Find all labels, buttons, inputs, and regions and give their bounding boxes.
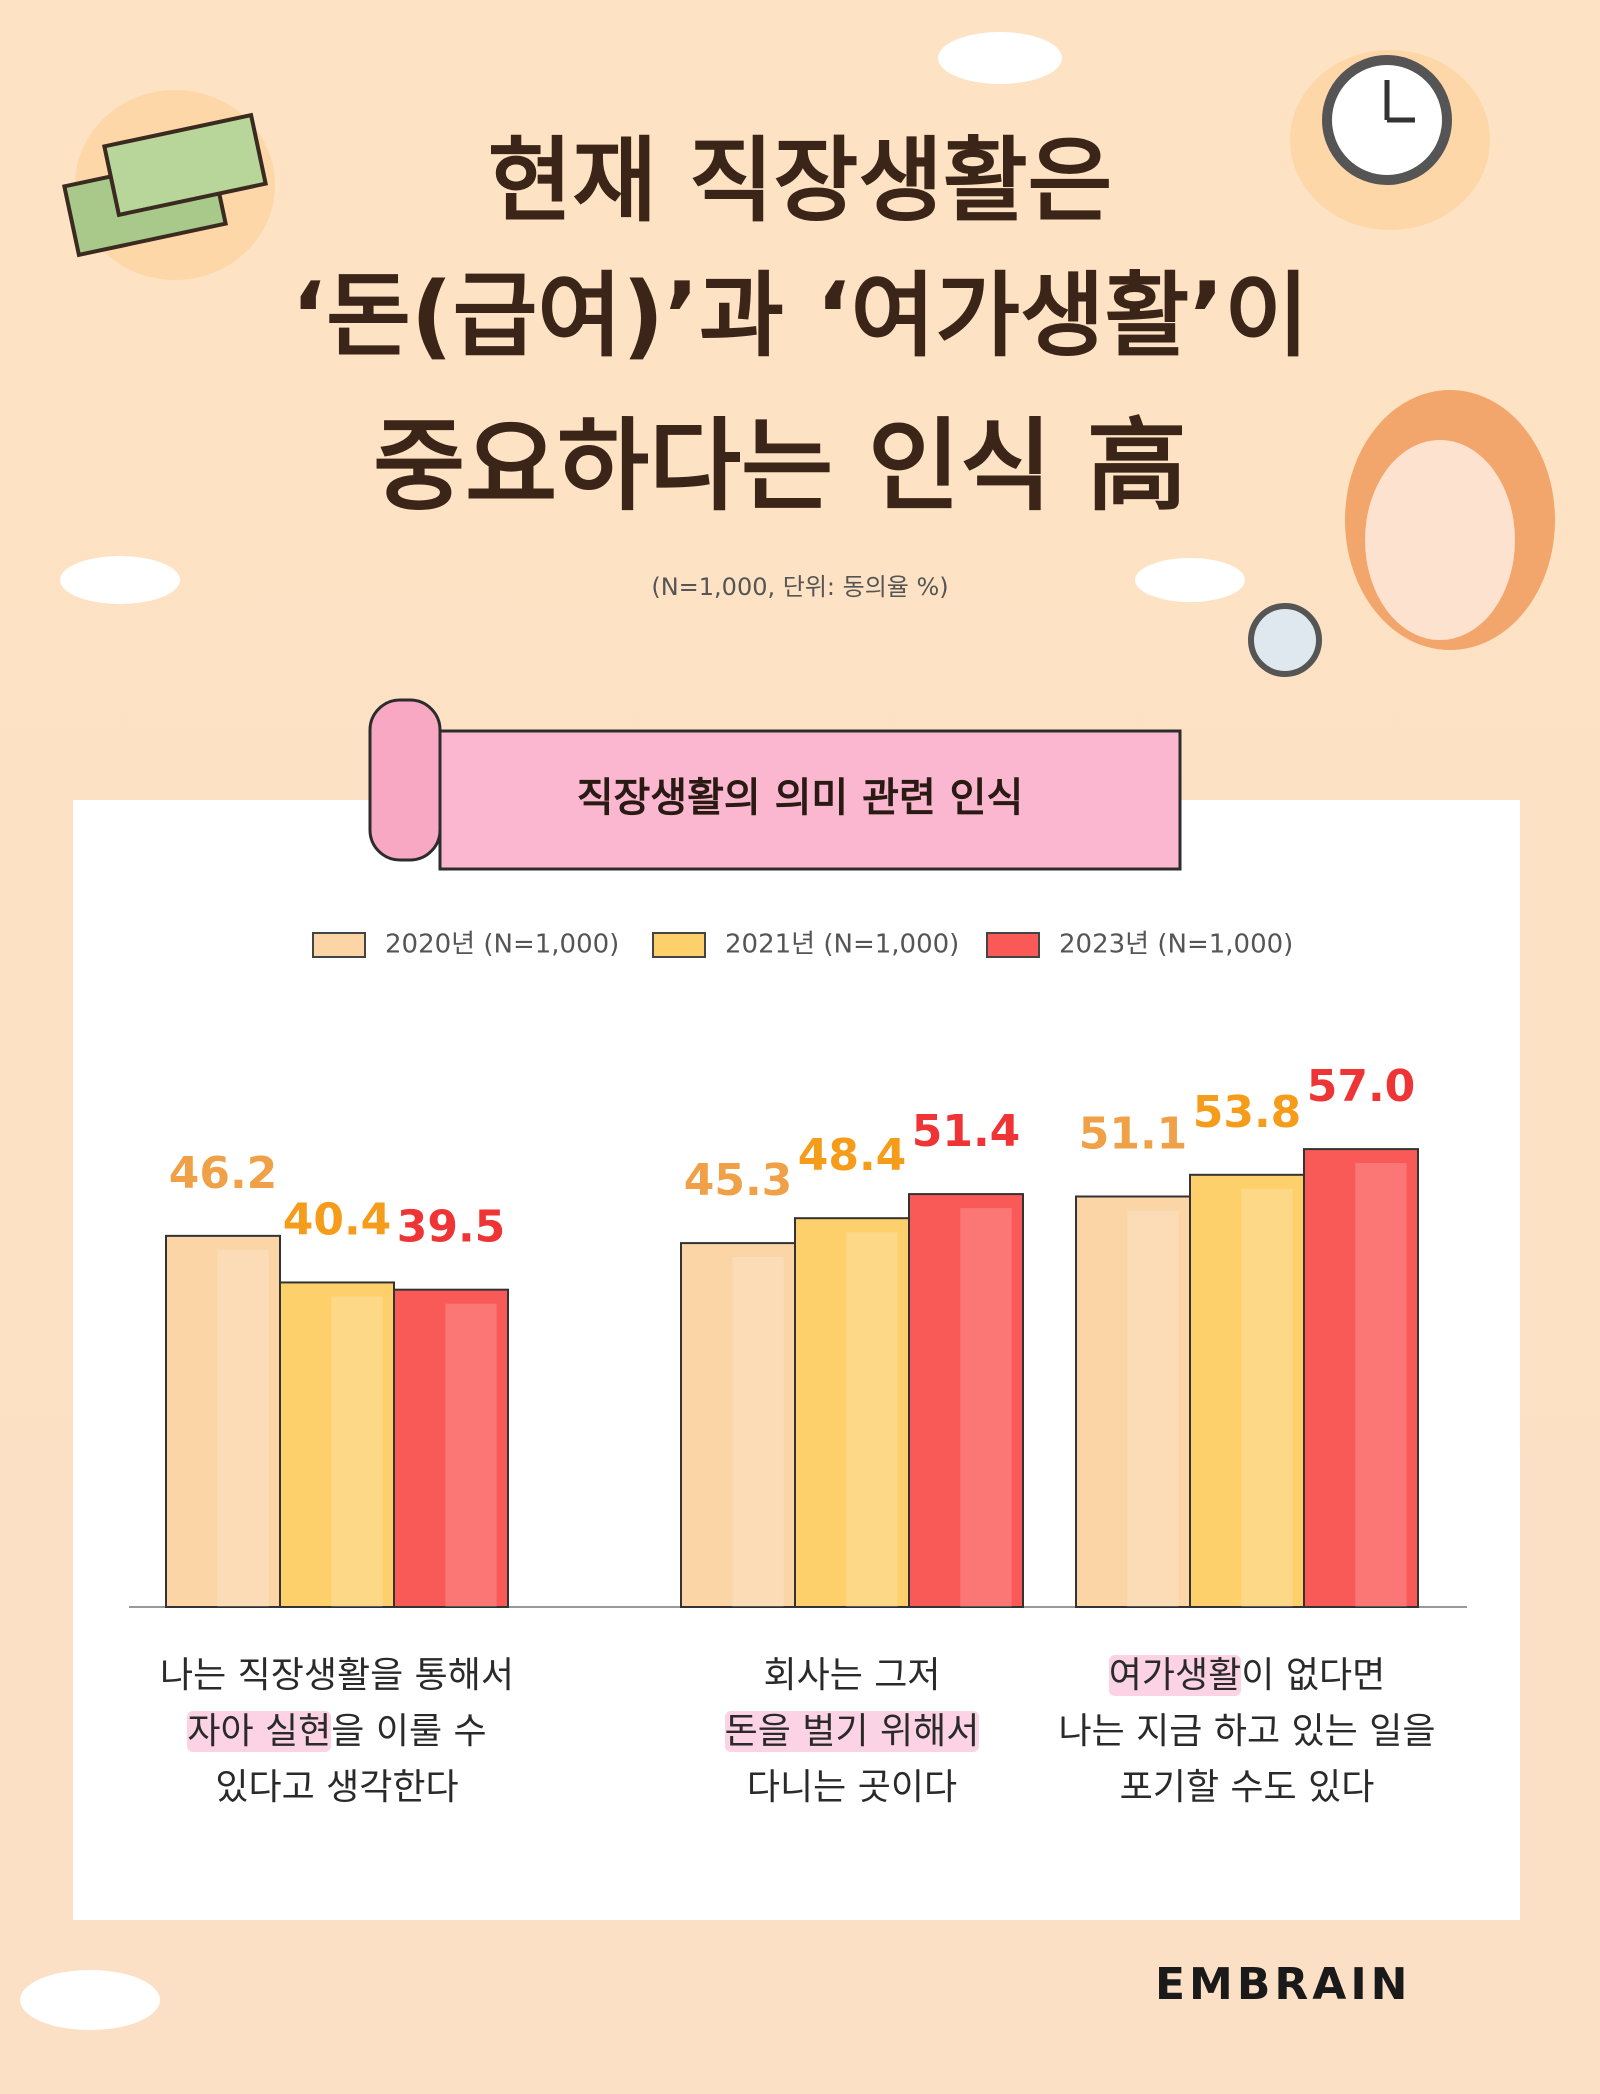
value-label: 51.4 [912,1106,1021,1157]
value-label: 57.0 [1307,1061,1416,1112]
bar-shade [217,1249,269,1607]
clouds [20,32,1245,2030]
category-text: 돈을 벌기 위해서 [724,1711,980,1752]
legend-label: 2021년 (N=1,000) [725,930,959,960]
value-label: 51.1 [1079,1108,1188,1159]
category-text: 회사는 그저 [763,1655,941,1696]
bar [1075,1195,1191,1609]
category-line: 포기할 수도 있다 [1007,1760,1487,1816]
title-line: 중요하다는 인식 高 [373,407,1187,524]
value-label: 45.3 [684,1155,793,1206]
category-line: 있다고 생각한다 [97,1760,577,1816]
ribbon-roll [368,698,442,862]
brand: EMBRAIN [1155,1959,1412,2010]
bar-shade [1127,1210,1179,1607]
bar-shade [1241,1188,1293,1607]
category-line: 나는 지금 하고 있는 일을 [1007,1704,1487,1760]
value-label: 40.4 [283,1194,392,1245]
category-text: 여가생활 [1108,1655,1242,1696]
category-text: 자아 실현 [187,1711,332,1752]
legend-swatch [652,932,706,958]
category-line: 자아 실현을 이룰 수 [97,1704,577,1760]
bar [393,1288,509,1609]
legend-label: 2023년 (N=1,000) [1059,930,1293,960]
title-line: 현재 직장생활은 [488,127,1113,234]
bar-shade [960,1208,1012,1607]
bar [680,1242,796,1608]
value-label: 46.2 [169,1148,278,1199]
legend-swatch [986,932,1040,958]
bar-shade [732,1257,784,1607]
value-label: 53.8 [1193,1087,1302,1138]
bar [1303,1148,1419,1608]
category-line: 돈을 벌기 위해서 [612,1704,1092,1760]
category-text: 나는 지금 하고 있는 일을 [1058,1711,1436,1752]
category-text: 나는 직장생활을 통해서 [159,1655,515,1696]
category-line: 회사는 그저 [612,1648,1092,1704]
title-line: ‘돈(급여)’과 ‘여가생활’이 [291,262,1309,369]
bar-shade [445,1303,497,1607]
category-text: 이 없다면 [1241,1655,1386,1696]
value-label: 39.5 [397,1202,506,1253]
bar [908,1193,1024,1608]
category-text: 있다고 생각한다 [215,1767,459,1808]
money-icon [61,90,275,280]
person-illustration [1248,390,1555,677]
bar [165,1234,281,1608]
value-label: 48.4 [798,1130,907,1181]
bar-shade [1355,1163,1407,1607]
category-text: 포기할 수도 있다 [1119,1767,1375,1808]
category-text: 다니는 곳이다 [746,1767,958,1808]
legend-label: 2020년 (N=1,000) [385,930,619,960]
subtitle: (N=1,000, 단위: 동의율 %) [651,573,948,601]
bar-shade [331,1296,383,1607]
category-text: 을 이룰 수 [331,1711,487,1752]
panel-title: 직장생활의 의미 관련 인식 [577,775,1024,821]
category-line: 여가생활이 없다면 [1007,1648,1487,1704]
bar [279,1281,395,1609]
category-line: 나는 직장생활을 통해서 [97,1648,577,1704]
category-line: 다니는 곳이다 [612,1760,1092,1816]
clock-icon [1290,50,1490,230]
legend-swatch [312,932,366,958]
bar-shade [846,1232,898,1607]
